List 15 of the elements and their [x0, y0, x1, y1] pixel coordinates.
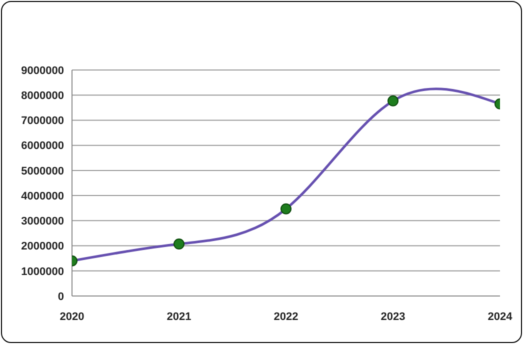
- y-tick-label: 5000000: [21, 165, 64, 178]
- y-tick-label: 9000000: [21, 64, 64, 77]
- y-tick-label: 4000000: [21, 190, 64, 202]
- y-tick-label: 6000000: [21, 140, 64, 152]
- y-tick-label: 3000000: [21, 216, 64, 228]
- x-tick-label: 2020: [60, 310, 84, 323]
- y-tick-label: 7000000: [21, 115, 64, 128]
- x-tick-label: 2022: [274, 310, 298, 323]
- y-tick-label: 0: [58, 290, 64, 303]
- y-tick-label: 8000000: [21, 90, 64, 102]
- x-tick-label: 2023: [380, 310, 406, 323]
- x-tick-label: 2024: [488, 310, 514, 323]
- y-tick-label: 1000000: [21, 266, 64, 278]
- y-tick-label: 2000000: [21, 240, 64, 253]
- x-tick-label: 2021: [166, 310, 192, 323]
